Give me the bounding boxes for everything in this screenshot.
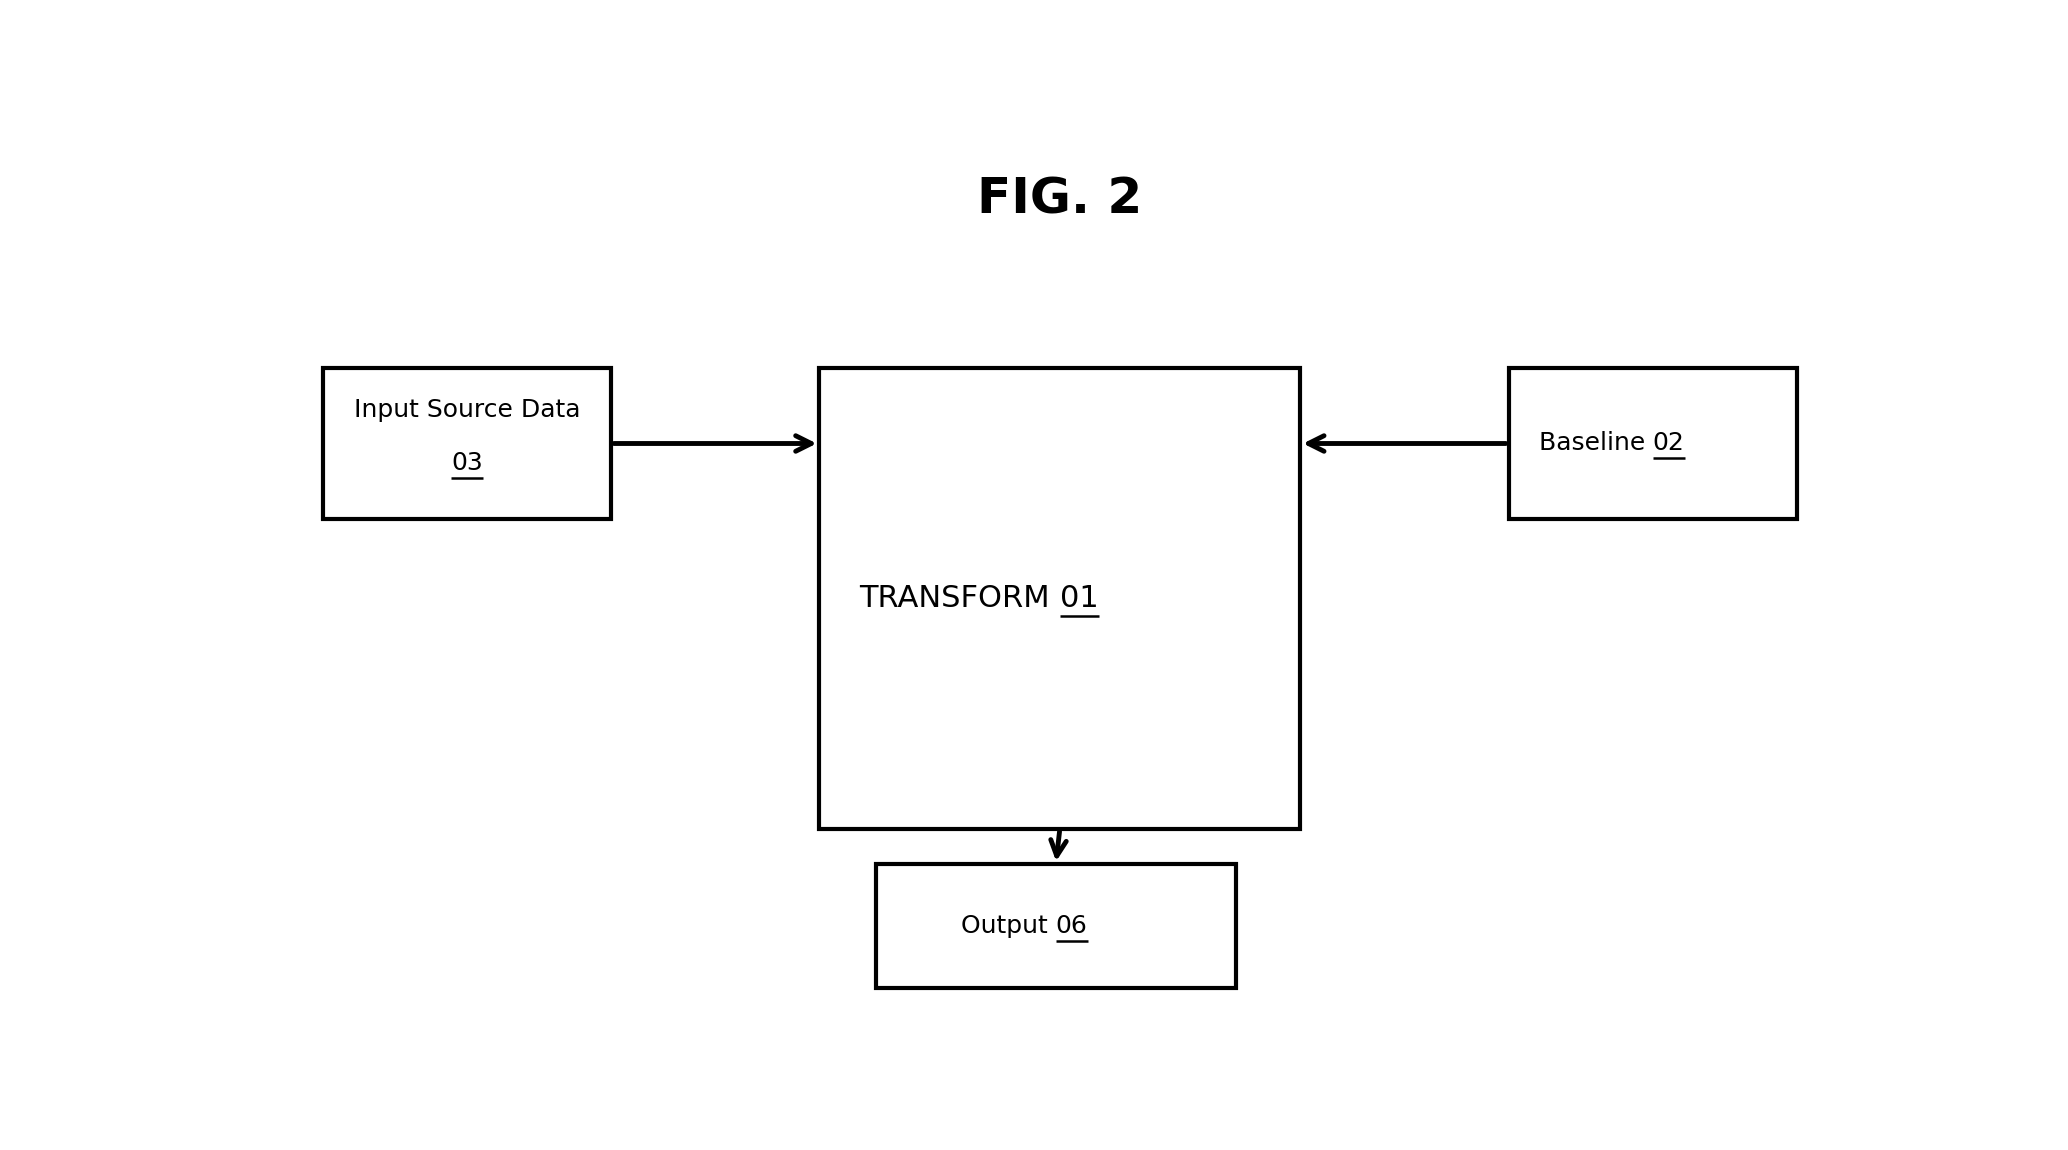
Text: FIG. 2: FIG. 2	[978, 176, 1142, 224]
FancyBboxPatch shape	[819, 368, 1301, 829]
FancyBboxPatch shape	[323, 368, 612, 519]
Text: Baseline: Baseline	[1539, 431, 1652, 455]
Text: 06: 06	[1057, 914, 1088, 938]
Text: Input Source Data: Input Source Data	[354, 398, 581, 422]
Text: TRANSFORM: TRANSFORM	[860, 584, 1059, 613]
Text: 01: 01	[1059, 584, 1098, 613]
Text: 02: 02	[1652, 431, 1685, 455]
Text: Output: Output	[962, 914, 1057, 938]
FancyBboxPatch shape	[875, 864, 1237, 988]
Text: 03: 03	[451, 451, 482, 475]
FancyBboxPatch shape	[1510, 368, 1797, 519]
